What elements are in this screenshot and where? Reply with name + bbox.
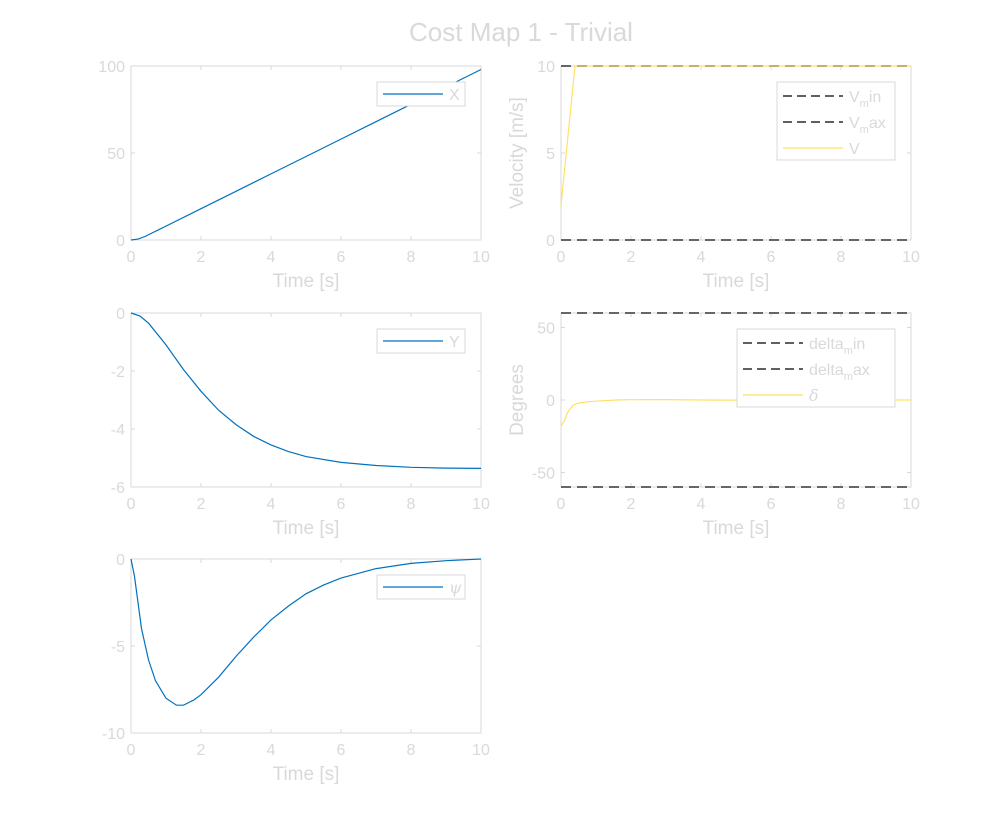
legend-box (736, 328, 896, 408)
x-axis-label: Time [s] (273, 764, 340, 785)
x-tick-label: 0 (127, 249, 136, 266)
legend-entry-0: Y (449, 334, 460, 351)
x-axis-label: Time [s] (273, 271, 340, 292)
x-tick-label: 2 (627, 496, 636, 513)
series-line-x (130, 68, 482, 241)
x-tick-label: 6 (337, 249, 346, 266)
y-tick-label: 5 (546, 146, 555, 163)
y-tick-label: 0 (116, 306, 125, 323)
legend-suffix: ax (869, 115, 886, 132)
legend-entry-2: δ (809, 386, 819, 405)
x-tick-label: 4 (267, 742, 276, 759)
x-tick-label: 8 (837, 249, 846, 266)
x-tick-label: 10 (472, 496, 490, 513)
subplot-y: 0 2 4 6 8 10 -6 -4 -2 0 Time [s] Y (111, 306, 490, 539)
legend: Y (376, 328, 466, 354)
legend-text: delta (809, 362, 844, 379)
legend-subscript: m (844, 371, 853, 383)
x-tick-label: 2 (197, 249, 206, 266)
legend-entry-0: ψ (449, 578, 462, 597)
legend-suffix: in (853, 336, 865, 353)
y-tick-label: -10 (102, 726, 125, 743)
y-tick-label: -2 (111, 364, 125, 381)
x-tick-label: 4 (697, 249, 706, 266)
x-tick-label: 0 (127, 742, 136, 759)
legend-entry-0: X (449, 87, 460, 104)
legend-text: δ (809, 386, 819, 405)
x-tick-label: 4 (267, 249, 276, 266)
series-line- (130, 558, 482, 706)
legend: X (376, 81, 466, 107)
y-tick-label: 0 (116, 233, 125, 250)
y-axis-label: Velocity [m/s] (507, 97, 528, 209)
x-tick-label: 0 (557, 249, 566, 266)
legend-entry-0: deltamin (809, 336, 865, 357)
legend: ψ (376, 574, 466, 600)
subplot-psi: 0 2 4 6 8 10 -10 -5 0 Time [s] ψ (102, 552, 490, 785)
x-tick-label: 8 (407, 249, 416, 266)
legend-text: ψ (449, 578, 462, 597)
x-tick-label: 8 (837, 496, 846, 513)
legend-entry-1: Vmax (849, 115, 886, 136)
legend-box (776, 81, 896, 161)
x-axis-label: Time [s] (703, 518, 770, 539)
x-tick-label: 2 (197, 496, 206, 513)
x-tick-label: 2 (627, 249, 636, 266)
x-tick-label: 6 (767, 249, 776, 266)
legend-text: V (849, 115, 860, 132)
x-tick-label: 8 (407, 742, 416, 759)
x-axis-label: Time [s] (273, 518, 340, 539)
legend-subscript: m (844, 345, 853, 357)
x-axis-label: Time [s] (703, 271, 770, 292)
series-line-y (130, 312, 482, 469)
y-axis-label: Degrees (507, 364, 528, 436)
x-tick-label: 10 (472, 742, 490, 759)
legend-suffix: in (869, 89, 881, 106)
legend-text: delta (809, 336, 844, 353)
y-tick-label: 50 (107, 146, 125, 163)
legend-entry-2: V (849, 141, 860, 158)
y-tick-label: 0 (546, 233, 555, 250)
x-tick-label: 10 (902, 496, 920, 513)
y-tick-label: -5 (111, 639, 125, 656)
y-tick-label: 50 (537, 321, 555, 338)
legend-entry-0: Vmin (849, 89, 881, 110)
legend-suffix: ax (853, 362, 870, 379)
x-tick-label: 6 (767, 496, 776, 513)
x-tick-label: 0 (127, 496, 136, 513)
legend-text: V (849, 141, 860, 158)
y-tick-label: 0 (546, 393, 555, 410)
x-tick-label: 2 (197, 742, 206, 759)
legend-entry-1: deltamax (809, 362, 870, 383)
x-tick-label: 4 (697, 496, 706, 513)
y-tick-label: 10 (537, 59, 555, 76)
x-tick-label: 6 (337, 742, 346, 759)
y-tick-label: 100 (98, 59, 125, 76)
legend-subscript: m (860, 98, 869, 110)
x-tick-label: 4 (267, 496, 276, 513)
figure-title: Cost Map 1 - Trivial (409, 17, 633, 47)
x-tick-label: 10 (472, 249, 490, 266)
legend-subscript: m (860, 124, 869, 136)
y-tick-label: -50 (532, 466, 555, 483)
x-tick-label: 8 (407, 496, 416, 513)
legend-text: Y (449, 334, 460, 351)
series-line-v (560, 65, 911, 206)
x-tick-label: 0 (557, 496, 566, 513)
y-tick-label: -6 (111, 480, 125, 497)
y-tick-label: 0 (116, 552, 125, 569)
y-tick-label: -4 (111, 422, 125, 439)
x-tick-label: 6 (337, 496, 346, 513)
legend-text: X (449, 87, 460, 104)
legend-text: V (849, 89, 860, 106)
x-tick-label: 10 (902, 249, 920, 266)
